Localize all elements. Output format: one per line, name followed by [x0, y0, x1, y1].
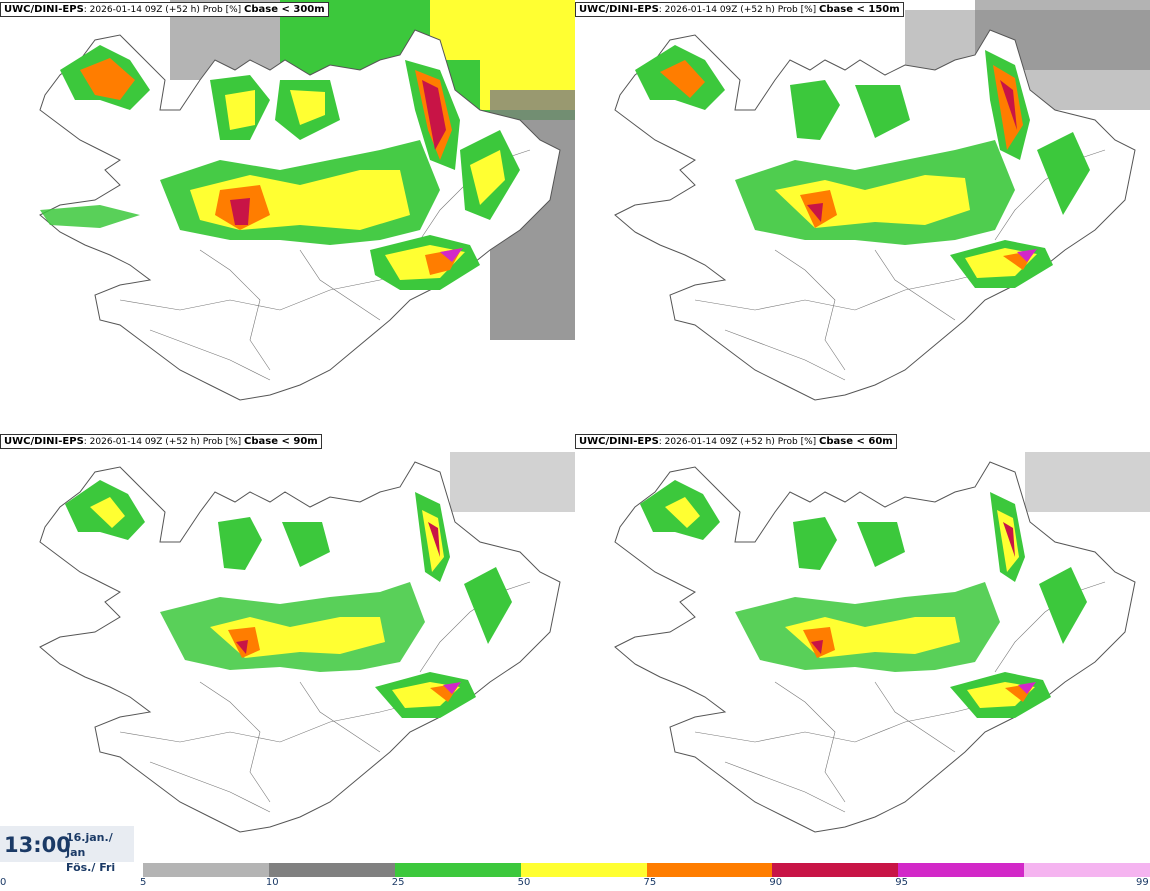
panel-title: UWC/DINI-EPS: 2026-01-14 09Z (+52 h) Pro… — [575, 434, 897, 449]
colorbar-segment — [772, 863, 899, 877]
map-panel-150m: UWC/DINI-EPS: 2026-01-14 09Z (+52 h) Pro… — [575, 0, 1150, 430]
colorbar-tick-label: 5 — [140, 877, 147, 888]
map-panel-300m: UWC/DINI-EPS: 2026-01-14 09Z (+52 h) Pro… — [0, 0, 575, 430]
colorbar-segment — [268, 863, 395, 877]
map-canvas — [575, 432, 1150, 862]
colorbar-segment — [1024, 863, 1150, 877]
colorbar-tick-label: 90 — [769, 877, 783, 888]
colorbar-segment — [898, 863, 1025, 877]
map-canvas — [0, 0, 575, 430]
colorbar-tick-label: 95 — [895, 877, 908, 888]
colorbar-tick-label: 50 — [517, 877, 531, 888]
colorbar-segment — [394, 863, 521, 877]
panel-title: UWC/DINI-EPS: 2026-01-14 09Z (+52 h) Pro… — [0, 2, 329, 17]
valid-date: 16.jan./ Jan Fös./ Fri — [66, 831, 116, 874]
map-canvas — [575, 0, 1150, 430]
valid-time-box: 13:00 16.jan./ Jan Fös./ Fri — [0, 826, 134, 874]
colorbar-segment — [646, 863, 773, 877]
colorbar-segment — [143, 863, 269, 877]
colorbar-tick-label: 10 — [265, 877, 279, 888]
valid-time: 13:00 — [4, 833, 71, 857]
map-panel-90m: UWC/DINI-EPS: 2026-01-14 09Z (+52 h) Pro… — [0, 432, 575, 862]
map-panel-60m: UWC/DINI-EPS: 2026-01-14 09Z (+52 h) Pro… — [575, 432, 1150, 862]
colorbar-tick-label: 99 — [1136, 877, 1149, 888]
panel-title: UWC/DINI-EPS: 2026-01-14 09Z (+52 h) Pro… — [575, 2, 904, 17]
map-canvas — [0, 432, 575, 862]
probability-colorbar — [143, 863, 1150, 877]
colorbar-segment — [520, 863, 647, 877]
colorbar-tick-label: 0 — [0, 877, 7, 888]
colorbar-tick-label: 25 — [391, 877, 405, 888]
colorbar-tick-label: 75 — [643, 877, 657, 888]
panel-title: UWC/DINI-EPS: 2026-01-14 09Z (+52 h) Pro… — [0, 434, 322, 449]
